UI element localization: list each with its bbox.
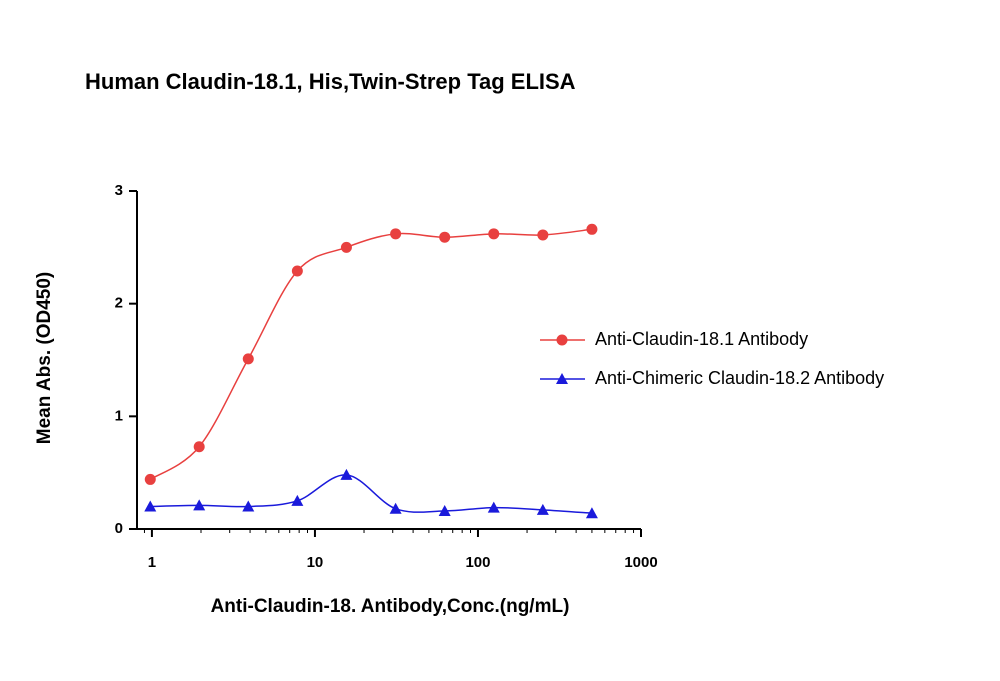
- y-tick-label: 3: [115, 182, 123, 199]
- x-tick-label: 1: [148, 554, 156, 571]
- y-tick-label: 0: [115, 520, 123, 537]
- point: [438, 504, 451, 516]
- point: [242, 353, 254, 365]
- y-tick-label: 1: [115, 407, 123, 424]
- point: [389, 502, 402, 514]
- x-tick-label: 1000: [624, 554, 657, 571]
- point: [556, 334, 568, 346]
- point: [586, 223, 598, 235]
- point: [193, 441, 205, 453]
- point: [291, 265, 303, 277]
- legend-label: Anti-Claudin-18.1 Antibody: [595, 329, 808, 349]
- x-axis-label: Anti-Claudin-18. Antibody,Conc.(ng/mL): [211, 596, 570, 617]
- series-line: [149, 228, 593, 481]
- point: [193, 499, 206, 511]
- y-axis-label: Mean Abs. (OD450): [34, 272, 55, 444]
- point: [144, 473, 156, 485]
- y-tick-label: 2: [115, 295, 123, 312]
- legend-label: Anti-Chimeric Claudin-18.2 Antibody: [595, 368, 884, 388]
- point: [536, 503, 549, 515]
- point: [291, 494, 304, 506]
- point: [585, 507, 598, 519]
- chart-title: Human Claudin-18.1, His,Twin-Strep Tag E…: [85, 69, 576, 94]
- point: [390, 228, 402, 240]
- point: [537, 229, 549, 241]
- point: [488, 228, 500, 240]
- point: [439, 231, 451, 243]
- point: [242, 500, 255, 512]
- series-line: [150, 474, 592, 514]
- x-tick-label: 10: [307, 554, 324, 571]
- x-tick-label: 100: [465, 554, 490, 571]
- point: [487, 501, 500, 513]
- point: [144, 500, 157, 512]
- point: [340, 468, 353, 480]
- point: [340, 241, 352, 253]
- point: [556, 373, 568, 384]
